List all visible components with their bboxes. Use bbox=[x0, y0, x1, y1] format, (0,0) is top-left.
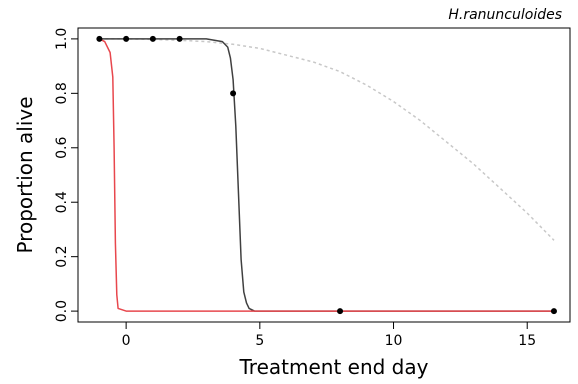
data-point bbox=[149, 35, 156, 42]
data-point bbox=[230, 90, 237, 97]
x-axis: 0 5 10 15 bbox=[122, 322, 536, 349]
series-line-3 bbox=[99, 38, 554, 312]
x-tick-label: 10 bbox=[385, 333, 403, 349]
x-tick-label: 0 bbox=[122, 333, 131, 349]
y-tick-label: 0.6 bbox=[54, 137, 70, 159]
x-tick-label: 5 bbox=[255, 333, 264, 349]
y-tick-label: 1.0 bbox=[54, 28, 70, 50]
y-axis: 0.0 0.2 0.4 0.6 0.8 1.0 bbox=[54, 28, 78, 322]
x-tick-label: 15 bbox=[518, 333, 536, 349]
series-line-2 bbox=[99, 38, 554, 312]
data-point bbox=[176, 35, 183, 42]
data-point bbox=[337, 308, 344, 315]
data-point bbox=[123, 35, 130, 42]
y-axis-label: Proportion alive bbox=[13, 96, 37, 253]
series-layer bbox=[99, 38, 555, 312]
series-line-1 bbox=[99, 38, 555, 241]
y-tick-label: 0.8 bbox=[54, 82, 70, 104]
y-tick-label: 0.2 bbox=[54, 246, 70, 268]
x-axis-label: Treatment end day bbox=[239, 355, 429, 379]
points-layer bbox=[96, 35, 557, 315]
chart-title: H.ranunculoides bbox=[448, 7, 562, 23]
y-tick-label: 0.4 bbox=[54, 191, 70, 213]
data-point bbox=[96, 35, 103, 42]
data-point bbox=[550, 308, 557, 315]
plot-frame bbox=[77, 27, 571, 323]
y-tick-label: 0.0 bbox=[54, 300, 70, 322]
